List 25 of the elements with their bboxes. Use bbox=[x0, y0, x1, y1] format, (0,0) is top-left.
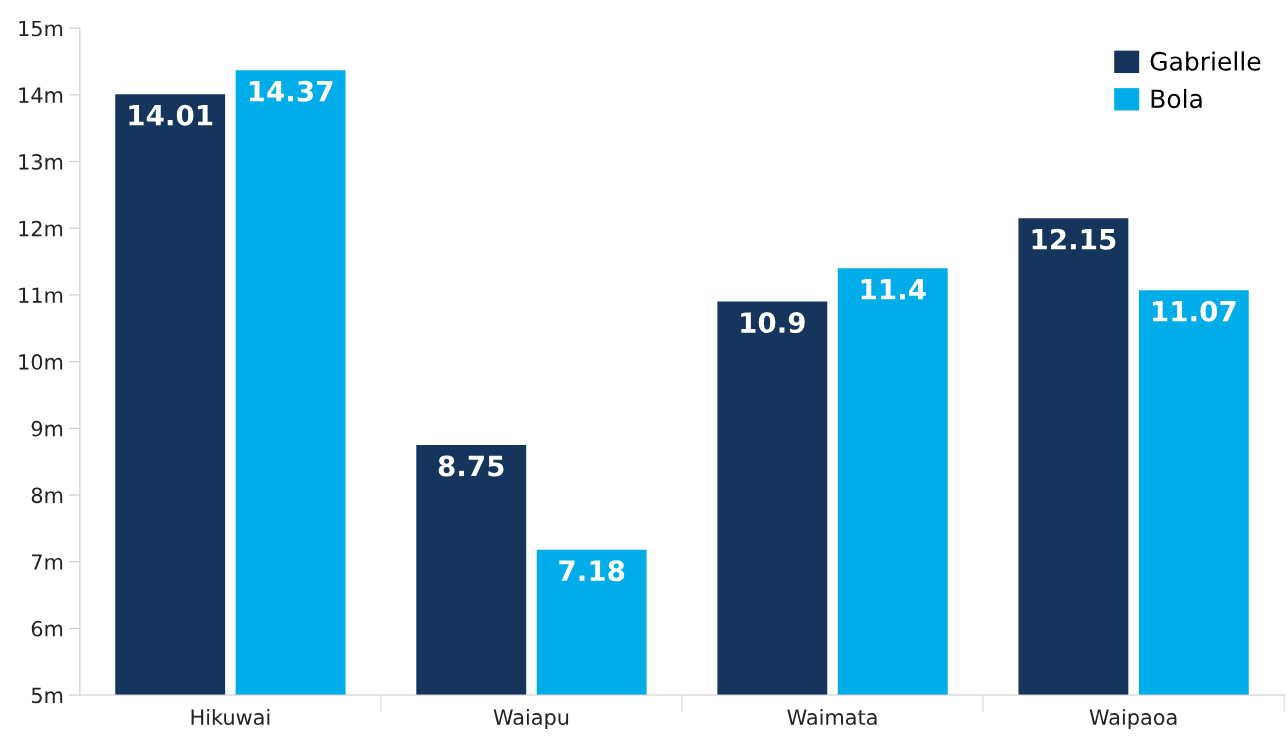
legend-label: Gabrielle bbox=[1150, 51, 1261, 71]
x-tick-label: Waimata bbox=[787, 708, 877, 726]
data-label: 12.15 bbox=[1032, 228, 1116, 250]
data-label: 11.07 bbox=[1153, 300, 1236, 322]
data-label: 14.37 bbox=[249, 80, 333, 102]
y-tick-label: 12m bbox=[19, 220, 63, 237]
data-label: 14.01 bbox=[129, 104, 213, 126]
y-tick-label: 9m bbox=[31, 420, 63, 437]
x-tick-label: Waipaoa bbox=[1089, 708, 1177, 730]
y-tick-label: 13m bbox=[19, 153, 63, 170]
y-tick-label: 14m bbox=[19, 87, 63, 103]
y-tick-label: 6m bbox=[31, 620, 63, 637]
y-tick-label: 7m bbox=[32, 554, 63, 570]
y-tick-label: 5m bbox=[31, 687, 63, 704]
y-tick-label: 8m bbox=[31, 487, 63, 504]
y-tick-label: 11m bbox=[19, 287, 63, 303]
x-tick-label: Hikuwai bbox=[191, 708, 270, 726]
data-label: 7.18 bbox=[559, 560, 625, 582]
data-label: 10.9 bbox=[741, 312, 805, 334]
y-tick-label: 10m bbox=[19, 354, 63, 370]
y-tick-label: 15m bbox=[19, 20, 63, 37]
x-tick-label: Waiapu bbox=[493, 708, 569, 730]
legend-label: Bola bbox=[1151, 88, 1202, 109]
data-label: 11.4 bbox=[861, 279, 926, 300]
data-label: 8.75 bbox=[438, 455, 504, 477]
